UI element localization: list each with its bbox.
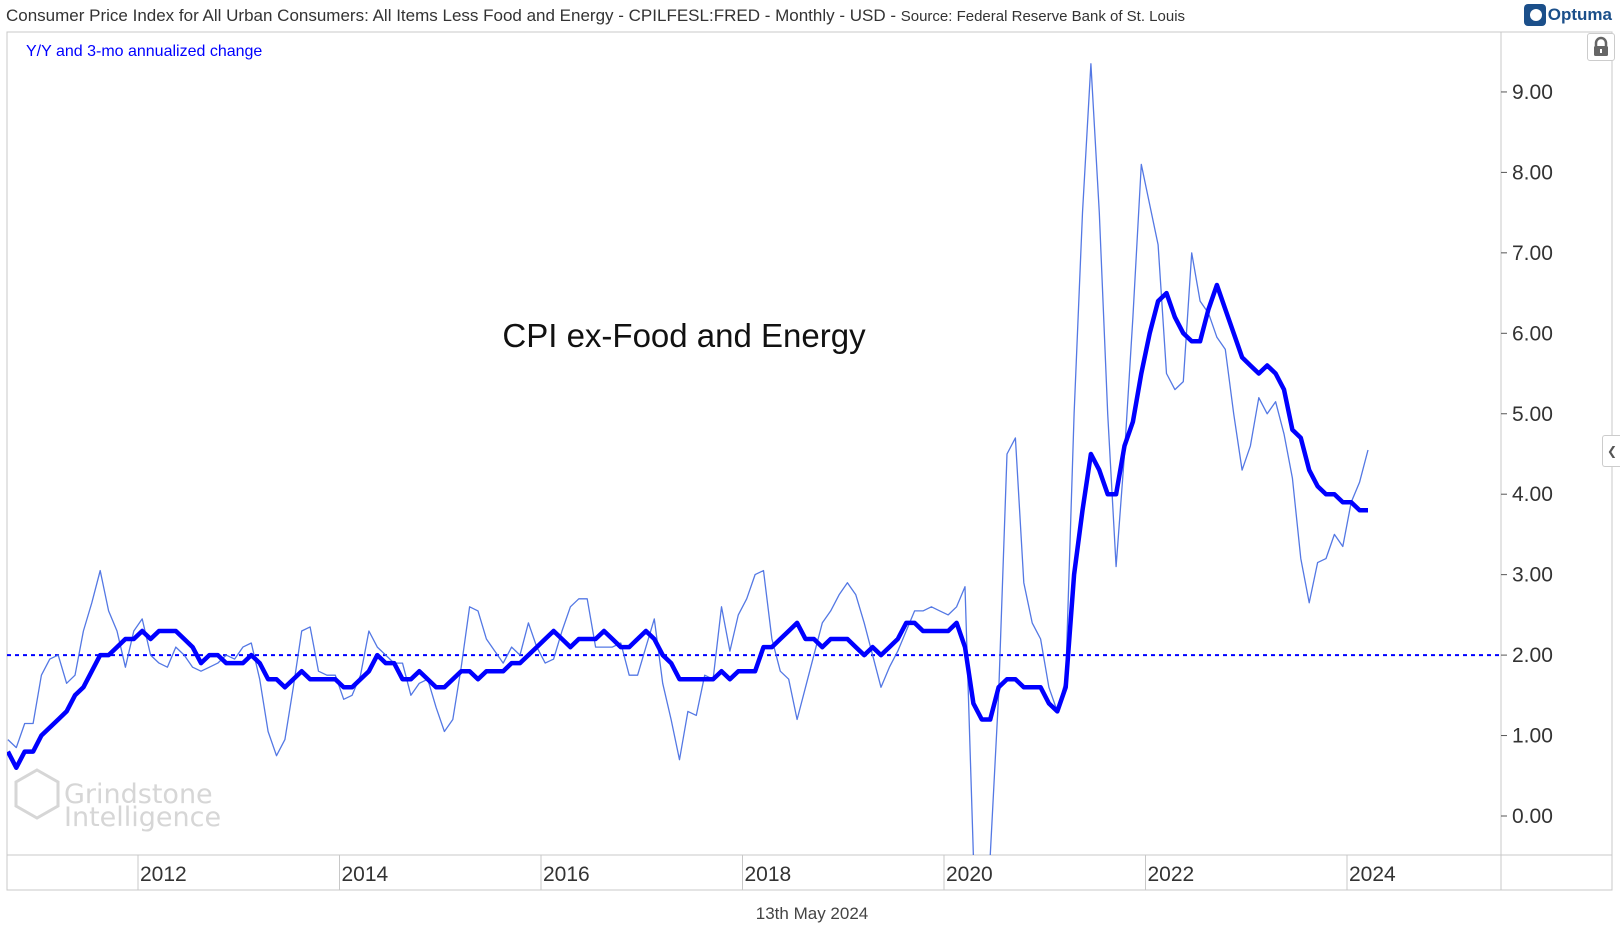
chart-frame [6,31,1613,891]
optuma-logo: Optuma [1523,4,1612,26]
watermark: Grindstone Intelligence [14,768,221,833]
optuma-logo-text: Optuma [1547,5,1612,24]
y-tick-label: 2.00 [1512,644,1553,667]
y-tick-label: 1.00 [1512,725,1553,748]
x-tick-label: 2018 [745,863,792,886]
chevron-left-icon: ❮ [1606,444,1618,458]
y-tick-label: 8.00 [1512,161,1553,184]
x-tick-label: 2016 [543,863,590,886]
x-tick-label: 2014 [342,863,389,886]
x-axis: 2012 2014 2016 2018 2020 2022 2024 [137,855,1396,890]
x-tick-label: 2024 [1349,863,1396,886]
series-line-three_month [7,63,1369,855]
collapse-panel-button[interactable]: ❮ [1602,435,1620,467]
watermark-line2: Intelligence [64,802,221,833]
y-tick-label: 7.00 [1512,242,1553,265]
chart-title-bar: Consumer Price Index for All Urban Consu… [6,6,1185,26]
chart-annotation: CPI ex-Food and Energy [502,317,866,354]
lock-button[interactable] [1587,33,1615,61]
chart-subtitle: Y/Y and 3-mo annualized change [26,43,262,60]
y-tick-label: 5.00 [1512,403,1553,426]
x-tick-label: 2020 [946,863,993,886]
series-title: Consumer Price Index for All Urban Consu… [6,6,901,25]
x-tick-label: 2012 [140,863,187,886]
series-points-yoy [7,284,1369,769]
data-point-three_month [989,855,991,857]
chart-date: 13th May 2024 [756,904,868,923]
y-tick-label: 4.00 [1512,483,1553,506]
watermark-logo-icon [14,768,60,820]
plot-area [7,63,1501,857]
y-tick-label: 9.00 [1512,81,1553,104]
x-tick-label: 2022 [1148,863,1195,886]
watermark-line1: Grindstone [64,779,213,810]
optuma-logo-mark-icon [1523,4,1546,26]
series-line-yoy [7,282,1368,770]
lock-icon [1594,36,1608,56]
y-axis: 0.00 1.00 2.00 3.00 4.00 5.00 6.00 7.00 8.00 9.00 [1501,81,1553,828]
data-point-three_month [972,855,974,857]
y-tick-label: 6.00 [1512,322,1553,345]
y-tick-label: 0.00 [1512,805,1553,828]
source-text: Source: Federal Reserve Bank of St. Loui… [900,8,1186,25]
y-tick-label: 3.00 [1512,564,1553,587]
